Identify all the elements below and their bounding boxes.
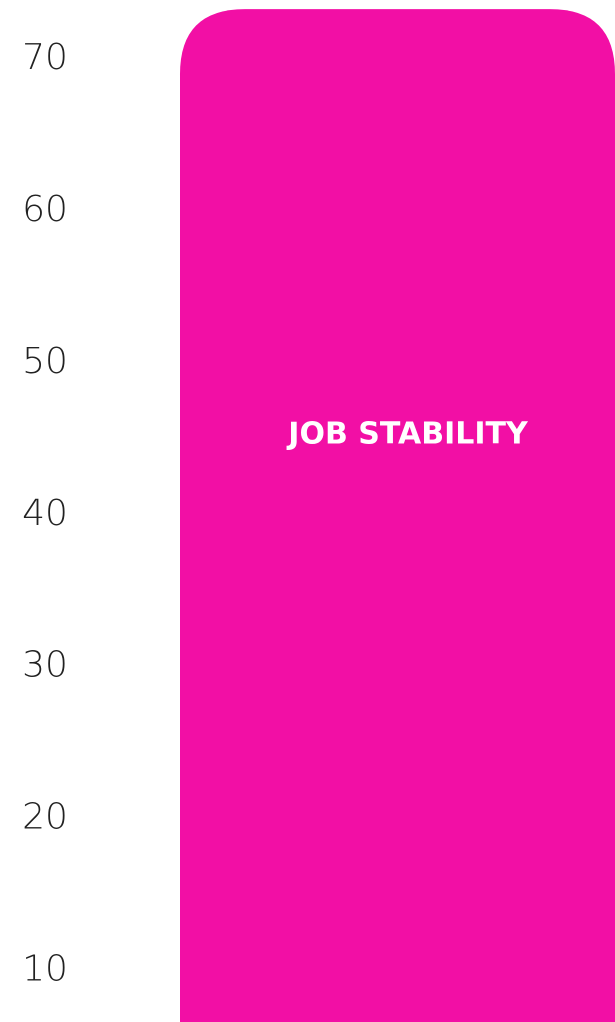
y-tick-label: 60 [22,189,68,230]
y-tick-label: 70 [22,37,68,78]
y-tick-label: 40 [22,493,68,534]
bar [180,9,615,1022]
y-tick-label: 10 [22,948,68,989]
category-label: JOB STABILITY [286,417,529,452]
y-tick-label: 50 [22,341,68,382]
y-tick-label: 20 [22,797,68,838]
y-tick-label: 30 [22,645,68,686]
